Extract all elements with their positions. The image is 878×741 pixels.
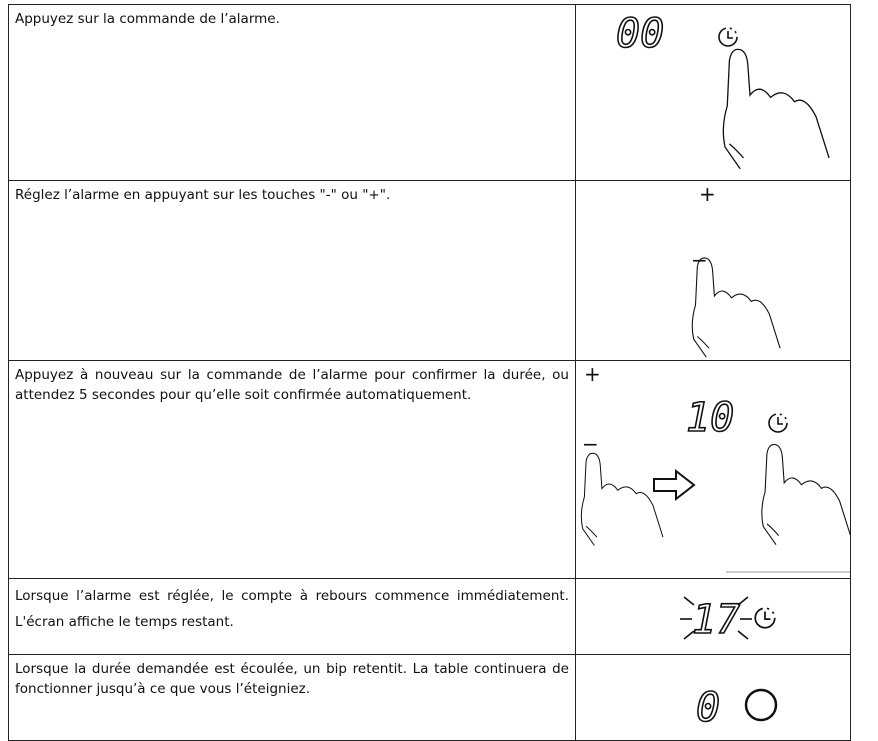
illustration-svg: 0 — [695, 684, 778, 732]
plus-key: + — [699, 182, 716, 206]
step-text: Lorsque la durée demandée est écoulée, u… — [8, 654, 576, 741]
illustration: 00 — [575, 4, 851, 181]
step-text: Lorsque l’alarme est réglée, le compte à… — [8, 578, 576, 655]
plus-key: + — [584, 362, 601, 386]
illustration: 0 — [575, 654, 851, 741]
instruction-table: Appuyez sur la commande de l’alarme. 00 … — [8, 4, 851, 741]
hand — [580, 452, 664, 547]
row: Lorsque l’alarme est réglée, le compte à… — [8, 578, 851, 655]
step-text: Appuyez sur la commande de l’alarme. — [8, 4, 576, 181]
clock-icon — [768, 413, 788, 433]
row: Lorsque la durée demandée est écoulée, u… — [8, 654, 851, 741]
illustration-svg: 00 — [615, 10, 830, 170]
illustration-svg: + − — [691, 182, 781, 358]
illustration-svg: 17 — [680, 596, 776, 644]
illustration: + − — [575, 180, 851, 361]
display: 10 — [686, 395, 734, 441]
display: 0 — [696, 685, 720, 731]
minus-key: − — [582, 432, 599, 456]
hand — [761, 443, 850, 546]
illustration: + − 10 — [575, 360, 851, 579]
display: 17 — [692, 597, 740, 643]
blink-rays — [680, 596, 752, 640]
hand — [691, 257, 781, 358]
clock-icon — [754, 607, 776, 629]
arrow — [653, 468, 696, 502]
step-text: Appuyez à nouveau sur la commande de l’a… — [8, 360, 576, 579]
illustration: 17 — [575, 578, 851, 655]
clock-icon — [718, 27, 738, 47]
row: Réglez l’alarme en appuyant sur les touc… — [8, 180, 851, 361]
step-text: Réglez l’alarme en appuyant sur les touc… — [8, 180, 576, 361]
hand — [722, 48, 830, 170]
illustration-svg: + − 10 — [580, 362, 850, 573]
timer-ring — [744, 688, 778, 722]
row: Appuyez sur la commande de l’alarme. 00 — [8, 4, 851, 181]
row: Appuyez à nouveau sur la commande de l’a… — [8, 360, 851, 579]
display: 00 — [616, 11, 664, 57]
